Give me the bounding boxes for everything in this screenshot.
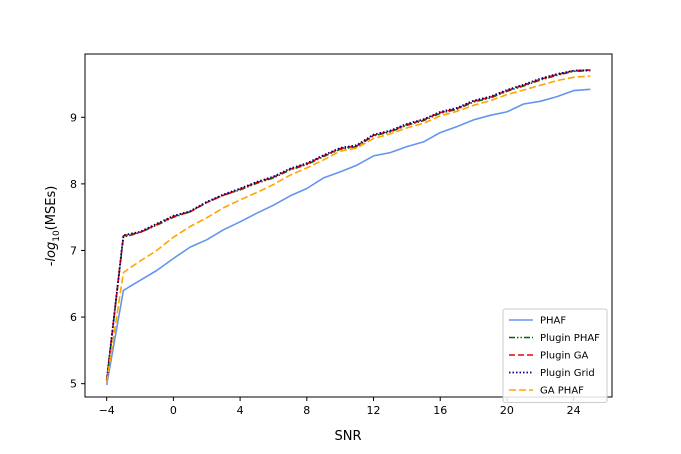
y-tick-label: 9 [70, 111, 77, 124]
legend: PHAF Plugin PHAF Plugin GA Plugin Grid GA PH… [502, 308, 608, 403]
legend-label: Plugin Grid [540, 368, 595, 379]
x-tick-label: 16 [433, 404, 447, 417]
series-layer [105, 69, 591, 386]
legend-label: Plugin PHAF [540, 333, 600, 344]
legend-label: GA PHAF [540, 386, 584, 397]
x-tick-label: 12 [367, 404, 381, 417]
legend-label: PHAF [540, 316, 566, 327]
y-tick-label: 6 [70, 311, 77, 324]
legend-frame [502, 308, 608, 403]
series-line-plugin-grid [105, 69, 591, 381]
x-tick-label: 8 [303, 404, 310, 417]
y-axis: 5 6 7 8 9 [70, 111, 85, 391]
y-axis-label: -log10(MSEs) [44, 186, 62, 267]
y-tick-label: 8 [70, 178, 77, 191]
x-axis-label: SNR [334, 429, 361, 444]
y-tick-label: 7 [70, 244, 77, 257]
x-tick-label: 20 [500, 404, 514, 417]
x-tick-label: 0 [170, 404, 177, 417]
legend-label: Plugin GA [540, 351, 589, 362]
x-tick-label: 4 [237, 404, 244, 417]
x-tick-label: 24 [567, 404, 581, 417]
y-tick-label: 5 [70, 378, 77, 391]
x-tick-label: −4 [99, 404, 115, 417]
series-line-phaf [105, 88, 591, 386]
